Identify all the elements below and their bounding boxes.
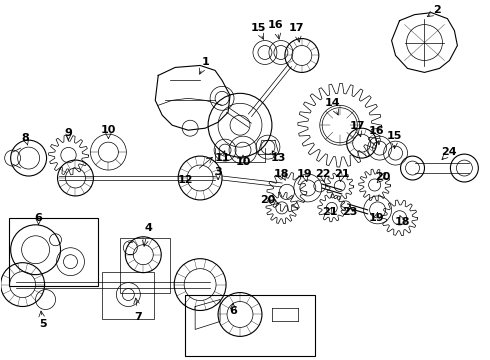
Text: 17: 17 (289, 23, 305, 33)
Text: 7: 7 (134, 312, 142, 323)
Bar (9, 218, 98, 285)
Text: 16: 16 (268, 19, 284, 30)
Text: 18: 18 (395, 217, 410, 227)
Text: 19: 19 (369, 213, 385, 223)
Text: 12: 12 (177, 175, 193, 185)
Text: 2: 2 (434, 5, 441, 15)
Text: 3: 3 (214, 167, 222, 177)
Text: 23: 23 (342, 207, 357, 217)
Bar (102, 272, 154, 319)
Text: 21: 21 (334, 169, 349, 179)
Text: 8: 8 (22, 133, 29, 143)
Text: 17: 17 (350, 121, 366, 131)
Text: 10: 10 (101, 125, 116, 135)
Text: 14: 14 (325, 98, 341, 108)
Text: 11: 11 (214, 153, 230, 163)
Text: 20: 20 (260, 195, 275, 205)
Text: 21: 21 (322, 207, 338, 217)
Text: 15: 15 (387, 131, 402, 141)
Text: 10: 10 (235, 157, 251, 167)
Text: 22: 22 (315, 169, 331, 179)
Text: 5: 5 (39, 319, 47, 329)
Text: 24: 24 (441, 147, 457, 157)
Text: 20: 20 (375, 172, 391, 182)
Text: 1: 1 (201, 58, 209, 67)
Text: 4: 4 (145, 223, 152, 233)
Text: 6: 6 (35, 213, 43, 223)
Text: 16: 16 (369, 126, 385, 136)
Text: 13: 13 (270, 153, 286, 163)
Text: 19: 19 (297, 169, 313, 179)
Text: 18: 18 (274, 169, 290, 179)
Text: 6: 6 (229, 306, 237, 316)
Text: 9: 9 (65, 128, 73, 138)
Text: 15: 15 (250, 23, 266, 33)
Bar (185, 294, 315, 356)
Bar (121, 238, 170, 293)
